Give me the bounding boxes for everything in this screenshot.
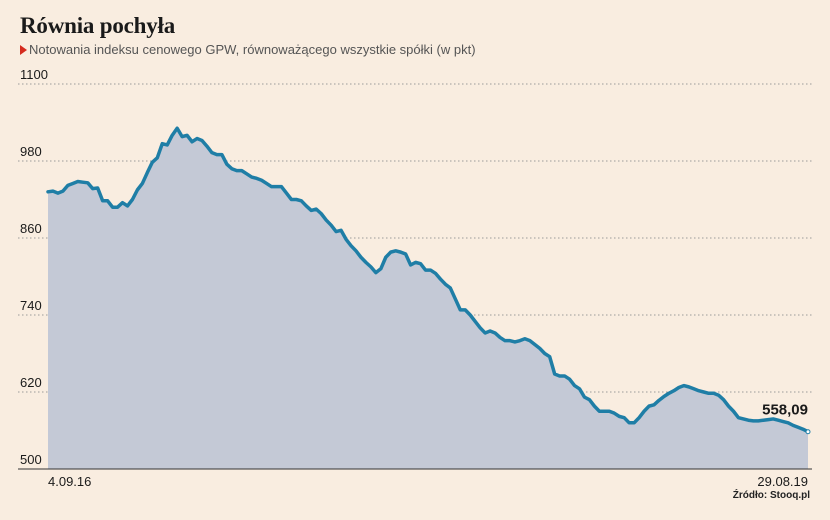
y-tick-label: 980 [20,144,42,159]
y-tick-label: 1100 [20,67,48,82]
end-value-label: 558,09 [762,402,808,419]
y-tick-label: 860 [20,221,42,236]
x-start-label: 4.09.16 [48,474,91,489]
y-tick-label: 500 [20,452,42,467]
y-tick-label: 740 [20,298,42,313]
chart-subtitle: Notowania indeksu cenowego GPW, równoważ… [20,42,476,57]
x-end-label: 29.08.19 [757,474,808,489]
red-triangle-icon [20,44,27,55]
end-point [805,429,811,435]
series-line [46,126,810,434]
chart-subtitle-text: Notowania indeksu cenowego GPW, równoważ… [29,42,476,57]
y-tick-label: 620 [20,375,42,390]
chart-title: Równia pochyła [20,13,176,38]
area-fill [48,128,808,469]
source-note: Źródło: Stooq.pl [732,490,810,501]
